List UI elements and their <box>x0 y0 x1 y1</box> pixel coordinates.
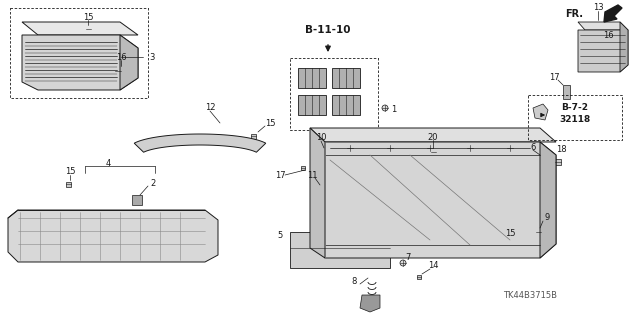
Text: 4: 4 <box>106 159 111 167</box>
Bar <box>536 229 541 234</box>
Text: 5: 5 <box>278 231 283 240</box>
Polygon shape <box>310 128 556 142</box>
Text: 6: 6 <box>531 143 536 152</box>
Text: 7: 7 <box>405 253 411 262</box>
Circle shape <box>467 145 473 151</box>
Text: TK44B3715B: TK44B3715B <box>503 292 557 300</box>
Polygon shape <box>120 35 138 90</box>
Text: 14: 14 <box>428 262 438 271</box>
Bar <box>301 166 305 170</box>
Text: 15: 15 <box>265 118 275 128</box>
Polygon shape <box>360 295 380 312</box>
Circle shape <box>507 145 513 151</box>
Circle shape <box>427 145 433 151</box>
Text: 15: 15 <box>505 229 515 239</box>
Text: 3: 3 <box>149 53 154 62</box>
Bar <box>86 26 90 32</box>
Bar <box>115 68 121 74</box>
Bar <box>332 95 360 115</box>
Polygon shape <box>134 134 266 152</box>
Bar <box>332 68 360 88</box>
Text: 1: 1 <box>391 105 396 114</box>
Circle shape <box>347 145 353 151</box>
Bar <box>555 159 561 165</box>
Text: 15: 15 <box>65 167 76 176</box>
Text: 2: 2 <box>150 180 156 189</box>
Circle shape <box>400 260 406 266</box>
Text: B-7-2: B-7-2 <box>561 103 589 113</box>
Bar <box>318 215 332 223</box>
Polygon shape <box>325 142 556 258</box>
Text: 13: 13 <box>593 4 604 12</box>
Polygon shape <box>22 35 138 90</box>
Text: 15: 15 <box>83 12 93 21</box>
Bar <box>563 85 570 99</box>
Text: 17: 17 <box>275 170 285 180</box>
Bar <box>298 68 326 88</box>
Polygon shape <box>604 5 622 22</box>
Bar <box>250 133 255 138</box>
Bar <box>318 237 332 245</box>
Bar <box>65 182 70 187</box>
Polygon shape <box>578 30 628 72</box>
Text: 12: 12 <box>205 103 215 113</box>
Polygon shape <box>540 142 556 258</box>
Polygon shape <box>22 22 138 35</box>
Circle shape <box>387 145 393 151</box>
Bar <box>318 190 332 198</box>
Text: 17: 17 <box>548 73 559 83</box>
Text: 9: 9 <box>545 213 550 222</box>
Polygon shape <box>8 210 218 262</box>
Circle shape <box>382 105 388 111</box>
Text: 18: 18 <box>556 145 566 154</box>
Polygon shape <box>533 104 548 120</box>
Text: B-11-10: B-11-10 <box>305 25 351 35</box>
Text: 32118: 32118 <box>559 115 591 124</box>
Bar <box>318 165 332 173</box>
Text: 20: 20 <box>428 132 438 142</box>
Text: FR.: FR. <box>565 9 583 19</box>
Bar <box>298 95 326 115</box>
Polygon shape <box>578 22 628 30</box>
Text: 16: 16 <box>116 53 126 62</box>
Bar <box>417 275 421 279</box>
Bar <box>431 150 435 154</box>
Polygon shape <box>620 22 628 72</box>
Text: 11: 11 <box>307 170 317 180</box>
Polygon shape <box>310 128 325 258</box>
Polygon shape <box>290 232 390 268</box>
Text: 8: 8 <box>351 278 357 286</box>
Bar <box>132 195 142 205</box>
Text: 16: 16 <box>604 31 614 40</box>
Text: 10: 10 <box>316 133 326 143</box>
